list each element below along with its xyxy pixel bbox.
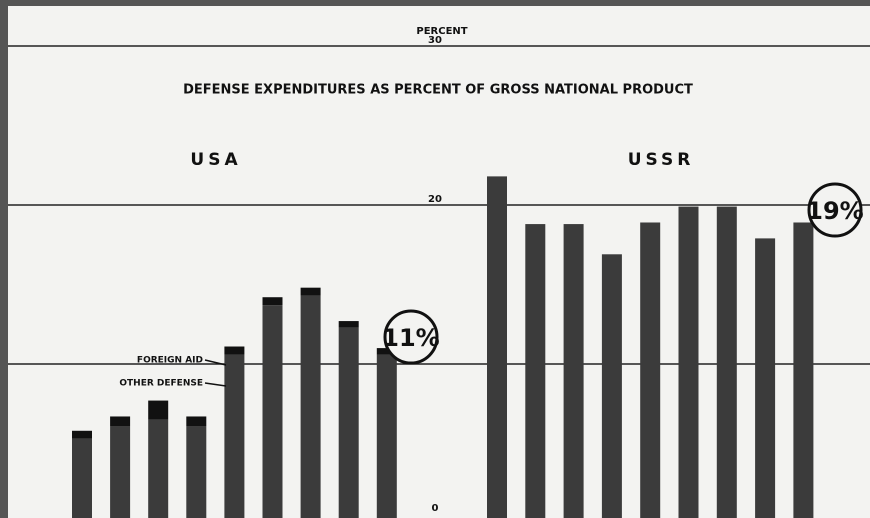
y-axis-label: PERCENT [416, 26, 467, 37]
annotation: 19% [806, 197, 863, 225]
legend-label: FOREIGN AID [137, 356, 203, 366]
bar-segment [262, 297, 283, 306]
bar-segment [148, 400, 169, 420]
bar-segment [300, 295, 321, 518]
bar-segment [186, 426, 207, 518]
bar-segment [376, 354, 397, 518]
legend-label: OTHER DEFENSE [119, 379, 203, 389]
bar-segment [755, 238, 776, 518]
bar-segment [224, 354, 245, 518]
annotation: 11% [382, 324, 439, 352]
bar-segment [640, 222, 661, 518]
bar-segment [224, 346, 245, 355]
bar-segment [793, 222, 814, 518]
bar-segment [716, 206, 737, 518]
bar-segment [525, 224, 546, 518]
bar-segment [72, 438, 92, 518]
bar-segment [262, 305, 283, 518]
bar-segment [186, 416, 207, 427]
top-border [0, 0, 870, 6]
bar-segment [338, 321, 359, 328]
bar-segment [110, 426, 131, 518]
annotation-circle [383, 309, 439, 365]
panel-title: USA [190, 150, 241, 170]
y-tick-label: 20 [428, 194, 442, 205]
chart-title: DEFENSE EXPENDITURES AS PERCENT OF GROSS… [183, 83, 693, 98]
panel-title: USSR [628, 150, 695, 170]
annotation-circle [807, 182, 863, 238]
left-border [0, 0, 8, 518]
y-tick-label: 30 [428, 35, 442, 46]
bar-segment [678, 206, 699, 518]
y-tick-label: 0 [432, 503, 439, 514]
bar-segment [487, 176, 507, 518]
bar-segment [148, 419, 169, 518]
bar-segment [72, 430, 92, 439]
legend-arrow [204, 382, 227, 387]
bar-segment [110, 416, 131, 427]
bar-segment [376, 348, 397, 355]
legend-arrow [204, 359, 227, 366]
bar-segment [338, 327, 359, 518]
bar-segment [563, 224, 584, 518]
bar-segment [300, 287, 321, 296]
bar-segment [601, 254, 622, 518]
